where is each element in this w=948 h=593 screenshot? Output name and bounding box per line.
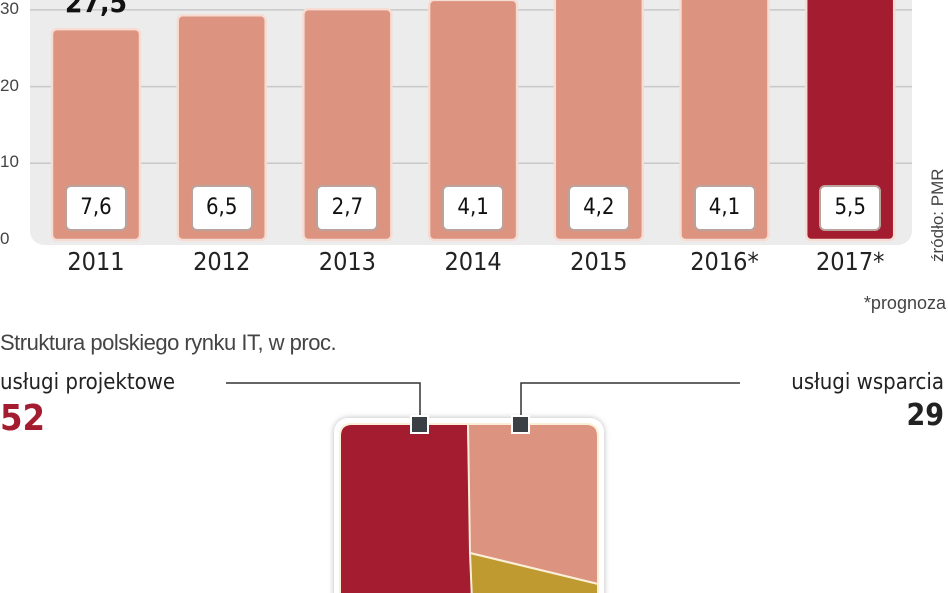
growth-label: 2,7 [318, 187, 377, 229]
y-tick-label: 10 [0, 152, 19, 172]
bar-2016-forecast [679, 0, 770, 242]
structure-frame [334, 418, 604, 593]
growth-label: 4,1 [695, 187, 754, 229]
growth-label: 7,6 [67, 187, 125, 229]
marker-support-services [511, 415, 530, 434]
bar-2015 [553, 0, 645, 242]
connector-support-services [520, 382, 740, 420]
y-tick-label: 20 [0, 75, 19, 95]
growth-label: 5,5 [821, 187, 880, 229]
x-tick-label: 2013 [318, 247, 376, 276]
bar-2014 [427, 0, 519, 242]
x-tick-label: 2014 [444, 247, 502, 276]
x-tick-label: 2017* [815, 247, 885, 276]
growth-label: 6,5 [192, 187, 251, 229]
legend-label-project-services: usługi projektowe [0, 370, 176, 395]
bar-2017-forecast [804, 0, 896, 242]
x-tick-label: 2012 [193, 247, 251, 276]
x-tick-label: 2016* [690, 247, 759, 276]
slice-other [468, 551, 599, 593]
growth-label: 4,1 [444, 187, 503, 229]
legend-value-support-services: 29 [906, 398, 944, 433]
structure-chart-title: Struktura polskiego rynku IT, w proc. [0, 330, 337, 355]
bar-2012 [176, 14, 267, 242]
growth-label: 4,2 [569, 187, 628, 229]
marker-project-services [410, 415, 429, 434]
legend-label-support-services: usługi wsparcia [791, 370, 944, 395]
bar-chart [30, 0, 912, 242]
y-tick-label: 30 [0, 0, 19, 18]
x-tick-label: 2015 [570, 247, 628, 276]
x-tick-label: 2011 [67, 247, 125, 276]
connector-project-services [226, 382, 421, 420]
bar-2013 [302, 7, 393, 242]
legend-value-project-services: 52 [0, 398, 46, 439]
source-label: źródło: PMR [928, 168, 947, 262]
bar-value-label: 27,5 [64, 0, 128, 19]
y-tick-label: 0 [0, 229, 10, 248]
forecast-note: *prognoza [863, 293, 946, 313]
slice-usługi-projektowe [339, 423, 473, 593]
slice-usługi-wsparcia [466, 423, 599, 586]
